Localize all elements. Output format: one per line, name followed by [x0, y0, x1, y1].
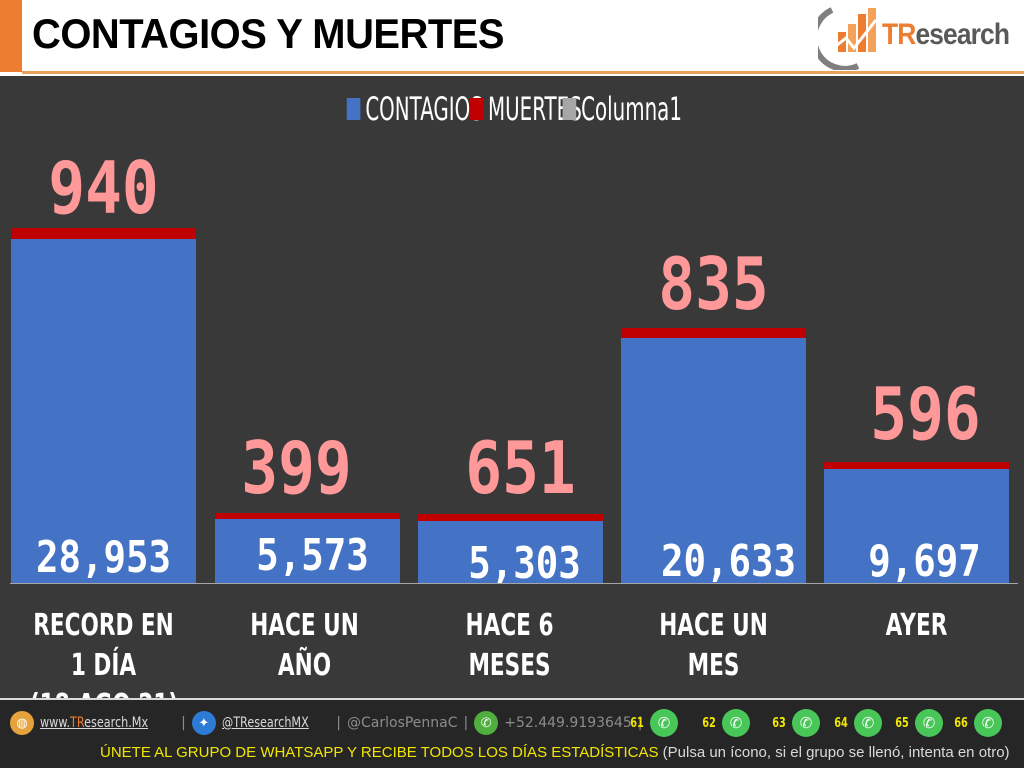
chart-area: CONTAGIOS MUERTES Columna1 940 28,953 39… [0, 76, 1024, 723]
legend-swatch-red [469, 98, 483, 120]
contagios-label: 28,953 [35, 532, 172, 583]
footer-contacts: ◍ www.TResearch.Mx | ✦ @TResearchMX | @C… [10, 710, 643, 736]
globe-icon[interactable]: ◍ [10, 711, 34, 735]
logo-text: TResearch [882, 18, 1010, 51]
whatsapp-icon[interactable]: ✆ [722, 709, 751, 737]
whatsapp-group-64[interactable]: 64 ✆ [832, 709, 883, 737]
bar-hace-6-meses [418, 514, 603, 583]
whatsapp-icon[interactable]: ✆ [792, 709, 821, 737]
separator: | [463, 715, 469, 731]
contagios-label: 9,697 [868, 536, 981, 587]
tresearch-logo: TResearch [811, 2, 1024, 72]
header: CONTAGIOS Y MUERTES TResearch [0, 0, 1024, 76]
whatsapp-group-65[interactable]: 65 ✆ [893, 709, 944, 737]
muertes-label: 596 [870, 372, 981, 456]
bar-segment-contagios [621, 338, 806, 583]
category-label: HACE UN MES [659, 608, 768, 683]
whatsapp-cta: ÚNETE AL GRUPO DE WHATSAPP Y RECIBE TODO… [100, 744, 1010, 761]
twitter-icon[interactable]: ✦ [191, 711, 216, 735]
legend-item-columna1: Columna1 [562, 90, 682, 128]
legend-swatch-gray [562, 98, 577, 120]
whatsapp-icon[interactable]: ✆ [974, 709, 1003, 737]
bar-record [11, 228, 196, 583]
chart-logo-icon [811, 7, 878, 72]
muertes-label: 399 [241, 426, 352, 510]
separator: | [336, 715, 341, 731]
whatsapp-icon[interactable]: ✆ [650, 709, 679, 737]
bar-segment-contagios [11, 239, 196, 583]
bar-segment-contagios [215, 519, 400, 583]
whatsapp-icon[interactable]: ✆ [854, 709, 883, 737]
bar-segment-contagios [418, 521, 603, 583]
whatsapp-group-61[interactable]: 61 ✆ [628, 709, 679, 737]
bar-segment-muertes [824, 462, 1009, 469]
legend-item-contagios: CONTAGIOS [347, 90, 483, 128]
personal-handle: @CarlosPennaC [347, 715, 458, 731]
muertes-label: 651 [465, 426, 576, 510]
phone-icon[interactable]: ✆ [474, 711, 499, 735]
page-title: CONTAGIOS Y MUERTES [32, 10, 505, 57]
bar-segment-muertes [418, 514, 603, 521]
footer: ◍ www.TResearch.Mx | ✦ @TResearchMX | @C… [0, 698, 1024, 768]
whatsapp-group-62[interactable]: 62 ✆ [700, 709, 751, 737]
category-label: HACE 6 MESES [465, 608, 554, 683]
whatsapp-group-63[interactable]: 63 ✆ [770, 709, 821, 737]
website-link[interactable]: www.TResearch.Mx [40, 715, 149, 731]
x-axis-line [10, 583, 1018, 584]
bar-hace-un-mes [621, 328, 806, 583]
whatsapp-icon[interactable]: ✆ [915, 709, 944, 737]
muertes-label: 835 [658, 242, 769, 326]
phone-number: +52.449.9193645 [504, 715, 632, 731]
bar-segment-muertes [621, 328, 806, 338]
bar-hace-un-ano [215, 513, 400, 583]
whatsapp-group-66[interactable]: 66 ✆ [952, 709, 1003, 737]
header-accent-stripe [0, 0, 22, 72]
bar-segment-contagios [824, 469, 1009, 583]
chart-legend: CONTAGIOS MUERTES Columna1 [0, 90, 1024, 128]
category-label: AYER [885, 608, 948, 643]
separator: | [181, 715, 186, 731]
contagios-label: 5,573 [256, 530, 369, 581]
muertes-label: 940 [48, 146, 159, 230]
category-label: HACE UN AÑO [250, 608, 359, 683]
bar-ayer [824, 462, 1009, 583]
bar-segment-muertes [215, 513, 400, 519]
legend-swatch-blue [347, 98, 361, 120]
contagios-label: 20,633 [660, 536, 797, 587]
separator: | [637, 715, 643, 731]
twitter-link[interactable]: @TResearchMX [221, 715, 309, 731]
header-divider [22, 71, 1024, 74]
bar-segment-muertes [11, 228, 196, 239]
contagios-label: 5,303 [468, 538, 581, 589]
